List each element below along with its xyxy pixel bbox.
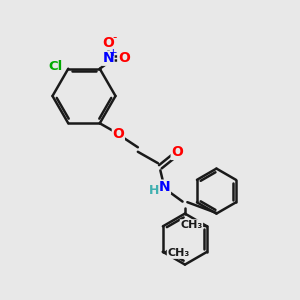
Text: N: N <box>159 180 170 194</box>
Text: CH₃: CH₃ <box>180 220 202 230</box>
Text: O: O <box>102 36 114 50</box>
Text: O: O <box>118 51 130 65</box>
Text: -: - <box>112 31 116 44</box>
Text: H: H <box>148 184 159 197</box>
Text: O: O <box>171 146 183 159</box>
Text: +: + <box>109 48 118 58</box>
Text: O: O <box>112 127 124 141</box>
Text: N: N <box>102 51 114 65</box>
Text: CH₃: CH₃ <box>167 248 190 258</box>
Text: Cl: Cl <box>49 60 63 73</box>
